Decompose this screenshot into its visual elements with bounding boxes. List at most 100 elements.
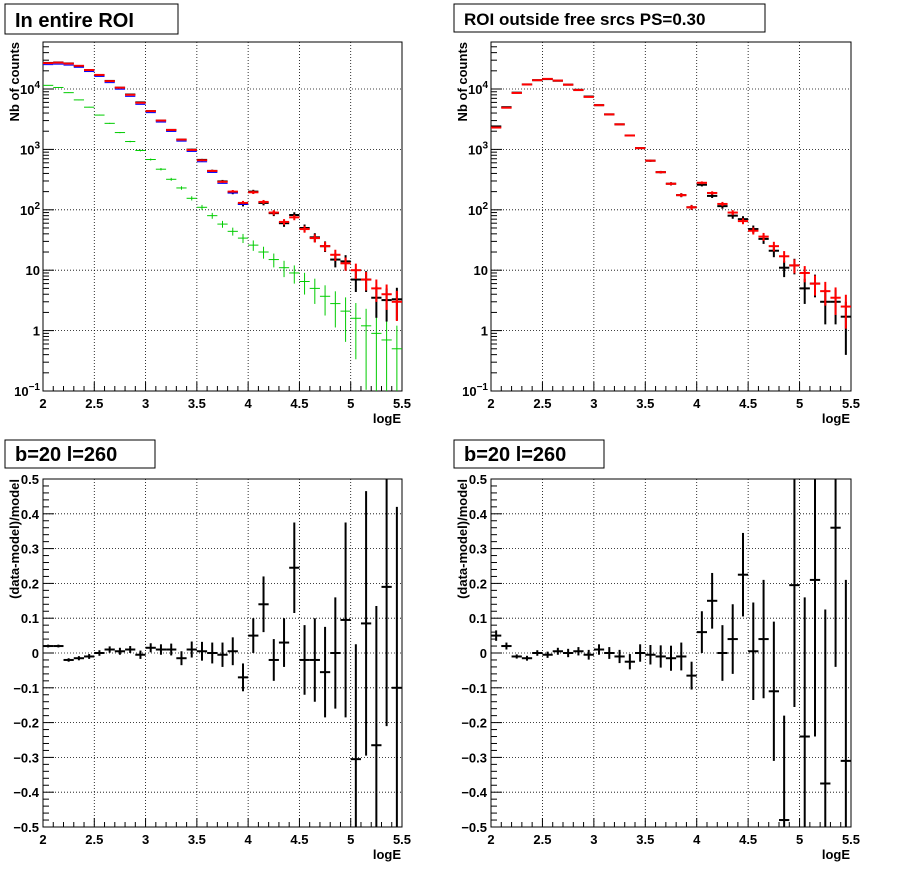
y-tick-base: 10 [14, 384, 28, 399]
x-tick-label: 2 [487, 832, 494, 847]
x-tick-label: 4.5 [290, 396, 308, 411]
y-tick-label: 0.3 [469, 542, 487, 557]
y-tick-exponent: 4 [34, 80, 40, 91]
y-tick-label: 104 [468, 80, 488, 97]
y-tick-label: −0.3 [461, 750, 487, 765]
y-tick-label: 10−1 [14, 382, 40, 399]
y-tick-exponent: 3 [34, 140, 40, 151]
y-tick-label: 0.3 [21, 542, 39, 557]
x-tick-label: 2.5 [533, 832, 551, 847]
y-tick-label: 10 [474, 263, 488, 278]
chart-title-box [4, 439, 156, 469]
y-tick-base: 10 [20, 142, 34, 157]
y-tick-label: 10 [26, 263, 40, 278]
y-tick-label: 103 [468, 140, 488, 157]
x-tick-label: 3.5 [188, 832, 206, 847]
x-axis-label: logE [373, 847, 401, 862]
y-tick-label: −0.4 [461, 785, 487, 800]
y-tick-label: −0.4 [13, 785, 39, 800]
y-tick-label: 104 [20, 80, 40, 97]
x-tick-label: 4 [245, 832, 253, 847]
y-tick-base: 10 [468, 142, 482, 157]
y-tick-label: −0.1 [13, 681, 39, 696]
y-tick-base: 10 [462, 384, 476, 399]
x-tick-label: 3 [590, 832, 597, 847]
y-tick-base: 10 [468, 203, 482, 218]
chart-title: ROI outside free srcs PS=0.30 [464, 10, 705, 29]
y-tick-label: −0.2 [461, 716, 487, 731]
y-tick-label: 0.1 [21, 611, 39, 626]
chart-title: b=20 l=260 [15, 444, 117, 466]
y-tick-exponent: 4 [482, 80, 488, 91]
y-tick-label: −0.1 [461, 681, 487, 696]
x-tick-label: 5 [796, 832, 803, 847]
plot-frame [42, 41, 403, 392]
y-tick-label: 0.4 [21, 507, 40, 522]
x-tick-label: 3.5 [636, 832, 654, 847]
y-tick-label: 0 [480, 646, 487, 661]
y-tick-label: 0.1 [469, 611, 487, 626]
y-tick-label: −0.3 [13, 750, 39, 765]
y-tick-label: 0.5 [469, 472, 487, 487]
x-tick-label: 4.5 [739, 832, 757, 847]
y-axis-label: Nb of counts [455, 42, 470, 121]
x-tick-label: 2.5 [85, 396, 103, 411]
chart-title: b=20 l=260 [464, 444, 566, 466]
x-tick-label: 5 [347, 396, 354, 411]
y-axis-label: (data-model)/model [455, 479, 470, 599]
x-tick-label: 2 [39, 832, 46, 847]
x-tick-label: 5 [347, 832, 354, 847]
y-axis-label: (data-model)/model [7, 479, 22, 599]
plot-frame [490, 41, 852, 392]
chart-title-box [4, 3, 179, 35]
x-tick-label: 4 [693, 832, 701, 847]
x-tick-label: 4 [693, 396, 701, 411]
y-tick-label: −0.5 [461, 820, 487, 835]
x-tick-label: 3 [142, 396, 149, 411]
chart-title: In entire ROI [15, 10, 134, 32]
chart-panel-2: ROI outside free srcs PS=0.30 2 2.5 3 3.5 4 4.… [453, 3, 860, 426]
x-tick-label: 3 [590, 396, 597, 411]
x-tick-label: 2.5 [533, 396, 551, 411]
x-tick-label: 4 [245, 396, 253, 411]
x-tick-label: 5.5 [842, 832, 860, 847]
x-tick-label: 5 [796, 396, 803, 411]
y-tick-label: 0.4 [469, 507, 488, 522]
x-tick-label: 3.5 [636, 396, 654, 411]
y-tick-label: 1 [33, 324, 40, 339]
y-tick-base: 10 [20, 203, 34, 218]
chart-panel-3: b=20 l=260 2 2.5 3 3.5 4 4.5 5 5.5 −0.5 −0.4 −0.3 −0… [4, 439, 411, 862]
y-tick-base: 10 [20, 82, 34, 97]
x-tick-label: 5.5 [393, 832, 411, 847]
x-axis-label: logE [373, 411, 401, 426]
y-tick-base: 10 [468, 82, 482, 97]
y-tick-label: 10−1 [462, 382, 488, 399]
chart-title-box [453, 3, 766, 33]
x-axis-label: logE [822, 847, 850, 862]
y-tick-exponent: 2 [34, 201, 40, 212]
y-tick-exponent: 2 [482, 201, 488, 212]
x-tick-label: 5.5 [842, 396, 860, 411]
plot-frame [42, 478, 403, 828]
plot-frame [490, 478, 852, 828]
y-tick-label: −0.2 [13, 716, 39, 731]
x-tick-label: 2 [39, 396, 46, 411]
y-tick-exponent: 3 [482, 140, 488, 151]
y-tick-label: 102 [20, 201, 40, 218]
x-tick-label: 2.5 [85, 832, 103, 847]
x-axis-label: logE [822, 411, 850, 426]
x-tick-label: 5.5 [393, 396, 411, 411]
y-tick-label: 0.2 [469, 576, 487, 591]
y-tick-exponent: −1 [477, 382, 489, 393]
y-tick-exponent: −1 [29, 382, 41, 393]
y-tick-label: −0.5 [13, 820, 39, 835]
x-tick-label: 3 [142, 832, 149, 847]
y-tick-label: 102 [468, 201, 488, 218]
y-tick-label: 0 [32, 646, 39, 661]
x-tick-label: 4.5 [290, 832, 308, 847]
y-axis-label: Nb of counts [7, 42, 22, 121]
chart-panel-4: b=20 l=260 2 2.5 3 3.5 4 4.5 5 5.5 −0.5 −0.4 −0.3 −0… [453, 439, 860, 862]
y-tick-label: 0.2 [21, 576, 39, 591]
